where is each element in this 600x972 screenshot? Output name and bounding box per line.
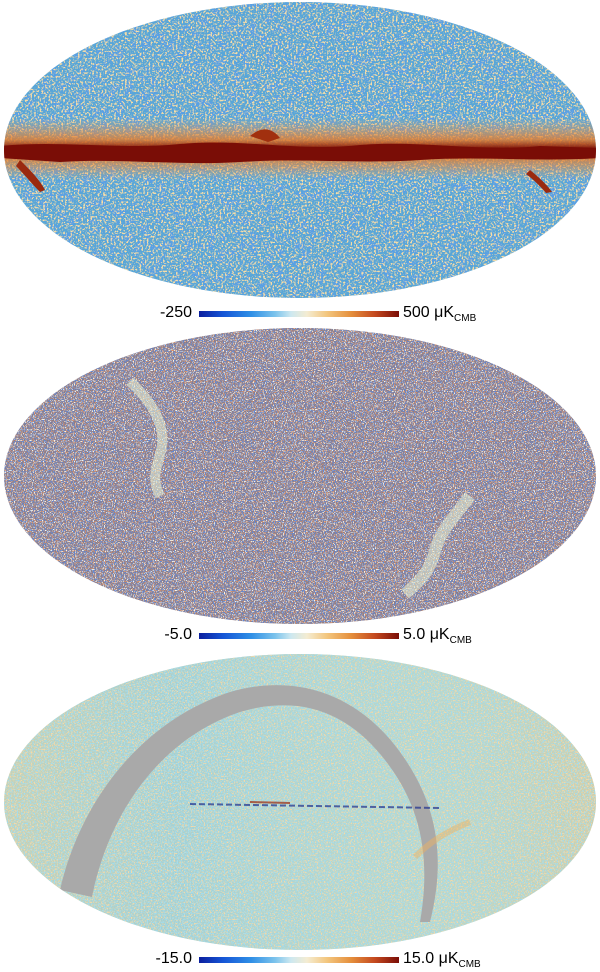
- colorbar-3: -15.0 15.0 μKCMB: [0, 948, 600, 972]
- colorbar-1-min-label: -250: [159, 304, 192, 321]
- colorbar-1-gradient: [199, 311, 399, 317]
- mollweide-sky-map-3: [4, 654, 596, 950]
- masked-region: [60, 685, 438, 922]
- mollweide-sky-map-2: [4, 328, 596, 624]
- colorbar-2: -5.0 5.0 μKCMB: [0, 624, 600, 648]
- sky-map-panel-2: -5.0 5.0 μKCMB: [0, 326, 600, 648]
- colorbar-3-min-label: -15.0: [155, 950, 192, 967]
- scan-stripe-right: [401, 492, 475, 599]
- colorbar-3-gradient: [199, 957, 399, 963]
- galactic-residual-line: [189, 803, 441, 809]
- sky-map-panel-1: -250 500 μKCMB: [0, 0, 600, 324]
- colorbar-1-max-label: 500 μKCMB: [403, 304, 477, 324]
- galactic-plane: [4, 142, 596, 164]
- colorbar-3-max-label: 15.0 μKCMB: [403, 950, 481, 970]
- mollweide-sky-map-1: [4, 2, 596, 298]
- sky-map-panel-3: -15.0 15.0 μKCMB: [0, 652, 600, 972]
- colorbar-2-min-label: -5.0: [164, 626, 192, 643]
- colorbar-1: -250 500 μKCMB: [0, 302, 600, 326]
- colorbar-2-gradient: [199, 633, 399, 639]
- scan-stripe-left: [126, 377, 168, 499]
- colorbar-2-max-label: 5.0 μKCMB: [403, 626, 472, 646]
